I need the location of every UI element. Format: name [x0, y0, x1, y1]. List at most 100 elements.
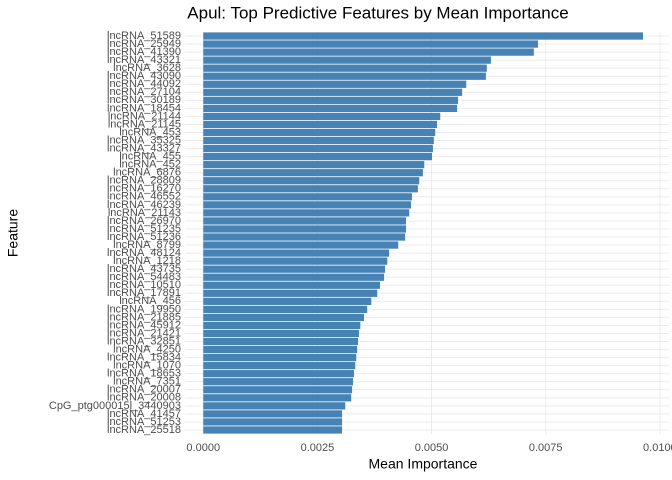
y-tick-label: lncRNA_10510 [107, 279, 181, 291]
bar [203, 426, 343, 434]
bar [203, 72, 486, 80]
y-tick-label: lncRNA_21885 [107, 311, 181, 323]
y-tick-label: lncRNA_43735 [107, 263, 181, 275]
y-tick-label: lncRNA_18454 [107, 102, 181, 114]
x-tick-label: 0.0025 [301, 442, 335, 454]
bar [203, 80, 467, 88]
y-tick-label: lncRNA_15834 [107, 352, 181, 364]
bar [203, 362, 356, 370]
bar [203, 209, 410, 217]
bar [203, 257, 388, 265]
bar [203, 354, 357, 362]
x-tick-label: 0.0100 [643, 442, 672, 454]
bar [203, 337, 359, 346]
bar [203, 193, 412, 201]
y-tick-label: lncRNA_44092 [107, 78, 181, 90]
y-tick-label: lncRNA_20008 [107, 392, 181, 404]
bar [203, 241, 399, 249]
y-tick-label: lncRNA_21144 [108, 110, 181, 122]
y-tick-label: lncRNA_18653 [107, 368, 181, 380]
bar [203, 345, 358, 354]
y-tick-label: lncRNA_17891 [107, 287, 181, 299]
y-tick-label: lncRNA_19950 [107, 303, 181, 315]
y-tick-label: lncRNA_51253 [107, 416, 181, 428]
bar [203, 177, 420, 185]
y-tick-label: lncRNA_30189 [107, 94, 181, 106]
y-tick-label: lncRNA_51589 [107, 30, 181, 42]
y-tick-label: lncRNA_46552 [107, 191, 181, 203]
y-tick-label: lncRNA_21421 [107, 327, 181, 339]
y-tick-label: lncRNA_43327 [107, 142, 181, 154]
bar [203, 289, 378, 297]
bar [203, 144, 433, 153]
bar [203, 225, 406, 233]
y-tick-label: lncRNA_3628 [113, 62, 181, 74]
y-tick-label: lncRNA_26970 [107, 215, 181, 227]
x-tick-label: 0.0050 [415, 442, 449, 454]
y-tick-label: lncRNA_21143 [108, 207, 181, 219]
bar [203, 169, 423, 177]
y-tick-label: lncRNA_455 [119, 151, 181, 163]
y-tick-label: lncRNA_43321 [107, 54, 181, 66]
bar [203, 128, 436, 137]
y-tick-label: lncRNA_1070 [113, 360, 181, 372]
bar [203, 321, 361, 330]
y-tick-label: lncRNA_51235 [107, 223, 181, 235]
y-tick-label: lncRNA_41390 [107, 46, 181, 58]
x-tick-label: 0.0075 [529, 442, 563, 454]
bar [203, 370, 354, 378]
x-axis-title: Mean Importance [369, 456, 478, 472]
bar [203, 386, 353, 394]
x-tick-label: 0.0000 [186, 442, 220, 454]
bar [203, 64, 487, 72]
y-tick-label: lncRNA_456 [119, 295, 181, 307]
bar [203, 96, 459, 104]
bar [203, 418, 343, 426]
bar [203, 273, 385, 281]
y-tick-label: lncRNA_8799 [113, 239, 181, 251]
bar [203, 40, 538, 48]
bar [203, 378, 354, 386]
y-tick-label: lncRNA_45912 [107, 319, 181, 331]
y-tick-label: lncRNA_32851 [107, 335, 181, 347]
bar [203, 48, 534, 56]
y-axis-title: Feature [5, 209, 21, 257]
bar [203, 201, 412, 209]
y-tick-label: lncRNA_452 [119, 159, 181, 171]
bar [203, 313, 364, 322]
bar [203, 402, 346, 410]
bar [203, 217, 406, 225]
y-tick-label: lncRNA_28809 [107, 175, 181, 187]
y-tick-label: lncRNA_25949 [107, 38, 181, 50]
bar [203, 281, 380, 289]
y-tick-label: lncRNA_35325 [107, 134, 181, 146]
y-tick-label: lncRNA_41457 [107, 408, 181, 420]
bar [203, 329, 359, 338]
bar [203, 32, 643, 40]
y-tick-label: lncRNA_453 [119, 126, 181, 138]
y-tick-label: lncRNA_4250 [113, 343, 181, 355]
y-tick-label: lncRNA_48124 [107, 247, 181, 259]
bar [203, 410, 343, 418]
bar [203, 120, 438, 129]
y-tick-label: CpG_ptg000015l_3440903 [49, 400, 181, 412]
chart-title: Apul: Top Predictive Features by Mean Im… [187, 3, 568, 22]
y-tick-label: lncRNA_46239 [107, 199, 181, 211]
y-tick-label: lncRNA_25518 [107, 424, 181, 436]
bar [203, 297, 372, 305]
y-tick-label: lncRNA_6876 [113, 167, 181, 179]
bar [203, 233, 406, 241]
y-tick-label: lncRNA_7351 [113, 376, 181, 388]
y-tick-label: lncRNA_20007 [107, 384, 181, 396]
y-tick-label: lncRNA_16270 [107, 183, 181, 195]
y-tick-label: lncRNA_54483 [107, 271, 181, 283]
y-tick-label: lncRNA_43090 [107, 70, 181, 82]
y-tick-label: lncRNA_27104 [107, 86, 181, 98]
bar [203, 305, 368, 313]
y-tick-label: lncRNA_21145 [108, 118, 181, 130]
bar [203, 161, 425, 169]
bar [203, 185, 418, 193]
bar [203, 153, 433, 161]
y-tick-label: lncRNA_51236 [107, 231, 181, 243]
